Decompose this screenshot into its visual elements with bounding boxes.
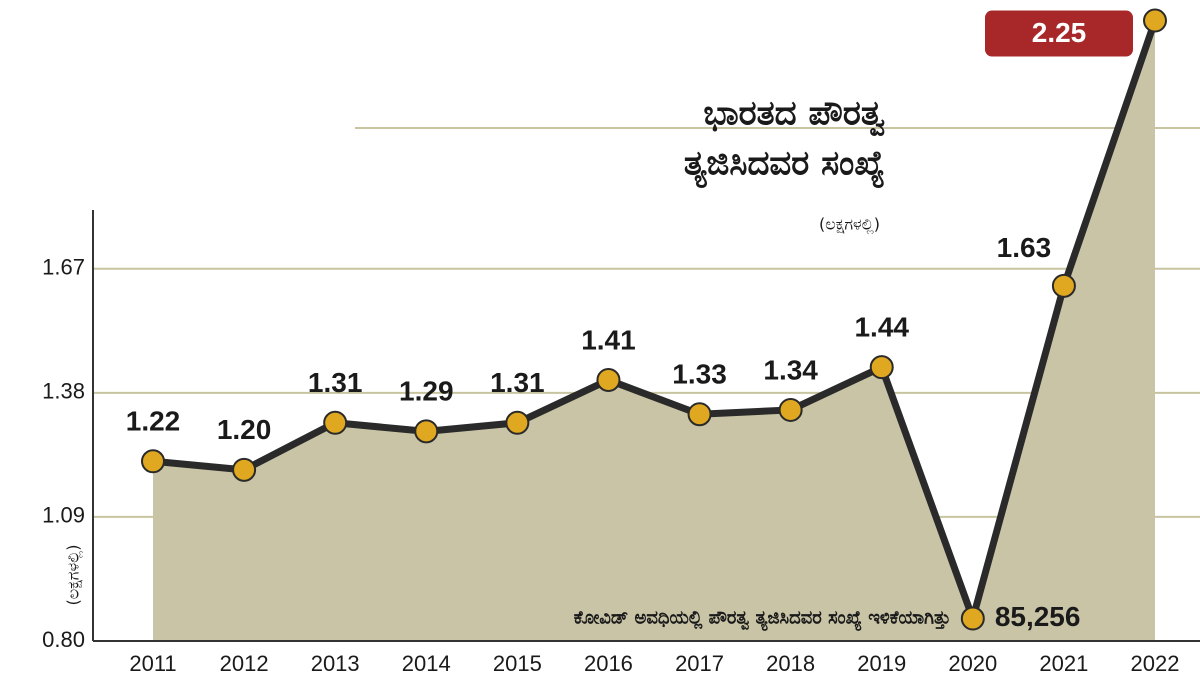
y-tick-label: 1.67 (42, 255, 85, 280)
x-tick-label: 2022 (1131, 651, 1180, 676)
marker (869, 355, 894, 380)
x-tick-label: 2011 (129, 651, 176, 676)
marker (960, 606, 985, 631)
value-label: 2.25 (1032, 17, 1087, 48)
marker (596, 367, 621, 392)
marker (414, 419, 439, 444)
marker (1143, 8, 1167, 33)
value-label: 1.44 (854, 312, 909, 343)
marker (323, 410, 348, 435)
line (152, 19, 1159, 623)
value-label: 1.31 (308, 367, 363, 398)
marker (232, 457, 257, 482)
y-tick-label: 1.09 (42, 503, 85, 528)
value-label-box (985, 10, 1133, 57)
area (153, 20, 1155, 642)
x-tick-label: 2016 (584, 651, 633, 676)
marker (1051, 273, 1076, 298)
y-tick-label: 0.80 (42, 627, 85, 652)
chart-subtitle: (ಲಕ್ಷಗಳಲ್ಲಿ) (819, 215, 880, 235)
x-tick-label: 2019 (857, 651, 906, 676)
x-tick-label: 2013 (311, 651, 360, 676)
x-tick-label: 2012 (220, 651, 269, 676)
value-label: 1.33 (672, 359, 727, 390)
annotation: ಕೋವಿಡ್ ಅವಧಿಯಲ್ಲಿ ಪೌರತ್ವ ತ್ಯಜಿಸಿದವರ ಸಂಖ್ಯ… (574, 608, 951, 632)
value-label: 1.63 (997, 232, 1052, 263)
marker (778, 397, 803, 422)
marker (505, 410, 530, 435)
x-tick-label: 2020 (948, 651, 997, 676)
value-label: 1.20 (217, 414, 272, 445)
x-tick-label: 2015 (493, 651, 542, 676)
value-label: 1.29 (399, 376, 454, 407)
chart-title: ಭಾರತದ ಪೌರತ್ವ (703, 94, 885, 137)
value-label: 1.34 (763, 354, 818, 385)
x-tick-label: 2014 (402, 651, 451, 676)
x-tick-label: 2018 (766, 651, 815, 676)
x-tick-label: 2017 (675, 651, 724, 676)
marker (141, 449, 165, 474)
x-tick-label: 2021 (1039, 651, 1088, 676)
chart-title: ತ್ಯಜಿಸಿದವರ ಸಂಖ್ಯೆ (684, 144, 885, 189)
value-label: 1.41 (581, 324, 636, 355)
value-label: 1.31 (490, 367, 545, 398)
value-label: 85,256 (995, 601, 1081, 632)
y-tick-label: 1.38 (42, 379, 85, 404)
value-label: 1.22 (126, 406, 181, 437)
y-axis-label: (ಲಕ್ಷಗಳಲ್ಲಿ) (64, 545, 84, 606)
marker (687, 402, 712, 427)
